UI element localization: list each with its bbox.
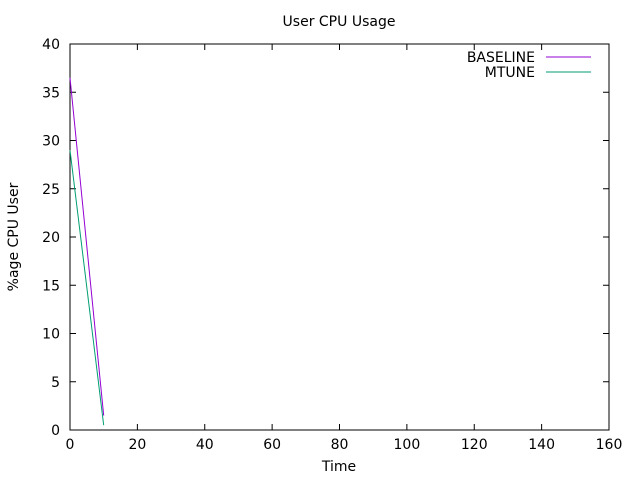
x-tick-label: 80 (331, 437, 349, 453)
y-tick-label: 20 (42, 230, 60, 246)
legend-label: MTUNE (485, 65, 535, 81)
y-tick-label: 0 (51, 423, 60, 439)
y-tick-label: 25 (42, 182, 60, 198)
series-line-baseline (69, 77, 105, 416)
x-tick-label: 0 (66, 437, 75, 453)
y-tick-label: 10 (42, 327, 60, 343)
chart-title: User CPU Usage (283, 14, 396, 30)
x-tick-label: 160 (596, 437, 623, 453)
series-lines (69, 77, 105, 426)
y-tick-label: 5 (51, 375, 60, 391)
series-line-mtune (69, 150, 105, 426)
x-tick-label: 140 (528, 437, 555, 453)
x-tick-label: 100 (394, 437, 421, 453)
y-tick-label: 30 (42, 134, 60, 150)
y-tick-label: 40 (42, 37, 60, 53)
legend-label: BASELINE (467, 50, 535, 66)
x-tick-label: 40 (196, 437, 214, 453)
x-tick-label: 60 (263, 437, 281, 453)
x-axis: 0 20 40 60 80 100 120 140 160 (66, 44, 623, 453)
y-tick-label: 15 (42, 278, 60, 294)
plot-frame (69, 43, 610, 431)
x-axis-label: Time (321, 459, 356, 475)
x-tick-label: 20 (128, 437, 146, 453)
y-axis: 0 5 10 15 20 25 30 35 40 (42, 37, 609, 439)
x-tick-label: 120 (461, 437, 488, 453)
y-tick-label: 35 (42, 85, 60, 101)
y-axis-label: %age CPU User (6, 182, 22, 291)
